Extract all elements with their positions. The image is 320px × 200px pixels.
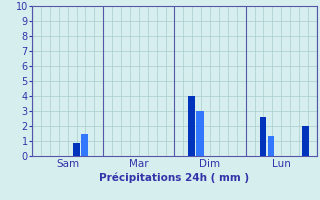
Bar bbox=[196, 111, 204, 156]
X-axis label: Précipitations 24h ( mm ): Précipitations 24h ( mm ) bbox=[99, 173, 250, 183]
Bar bbox=[73, 142, 80, 156]
Bar bbox=[188, 96, 195, 156]
Bar bbox=[81, 134, 88, 156]
Bar bbox=[260, 117, 266, 156]
Bar bbox=[302, 126, 309, 156]
Bar bbox=[268, 136, 274, 156]
